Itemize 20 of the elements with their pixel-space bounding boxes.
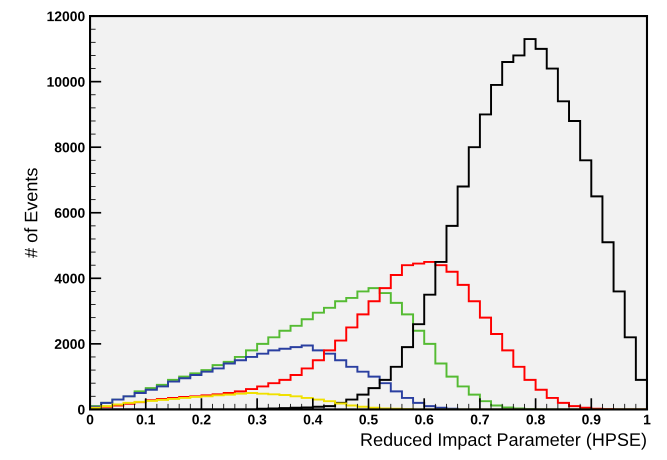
x-tick-label: 1: [644, 414, 650, 424]
y-tick-label: 10000: [47, 76, 85, 87]
x-tick-label: 0.4: [304, 414, 322, 424]
y-tick-label: 0: [78, 404, 85, 415]
x-tick-label: 0.3: [248, 414, 266, 424]
x-tick-label: 0.6: [415, 414, 434, 424]
x-tick-label: 0.5: [359, 414, 378, 424]
x-tick-label: 0: [86, 414, 94, 424]
y-tick-label: 6000: [54, 208, 85, 218]
x-tick-label: 0.8: [526, 414, 545, 424]
x-axis-title: Reduced Impact Parameter (HPSE): [361, 432, 646, 450]
y-tick-label: 8000: [54, 142, 85, 152]
x-tick-label: 0.1: [136, 414, 156, 424]
y-tick-label: 2000: [54, 339, 85, 350]
y-tick-label: 12000: [47, 11, 85, 22]
x-tick-label: 0.9: [582, 414, 600, 424]
y-tick-label: 4000: [54, 274, 85, 284]
x-tick-label: 0.7: [470, 414, 489, 424]
x-tick-label: 0.2: [192, 414, 211, 424]
y-axis-title: # of Events: [24, 168, 38, 258]
